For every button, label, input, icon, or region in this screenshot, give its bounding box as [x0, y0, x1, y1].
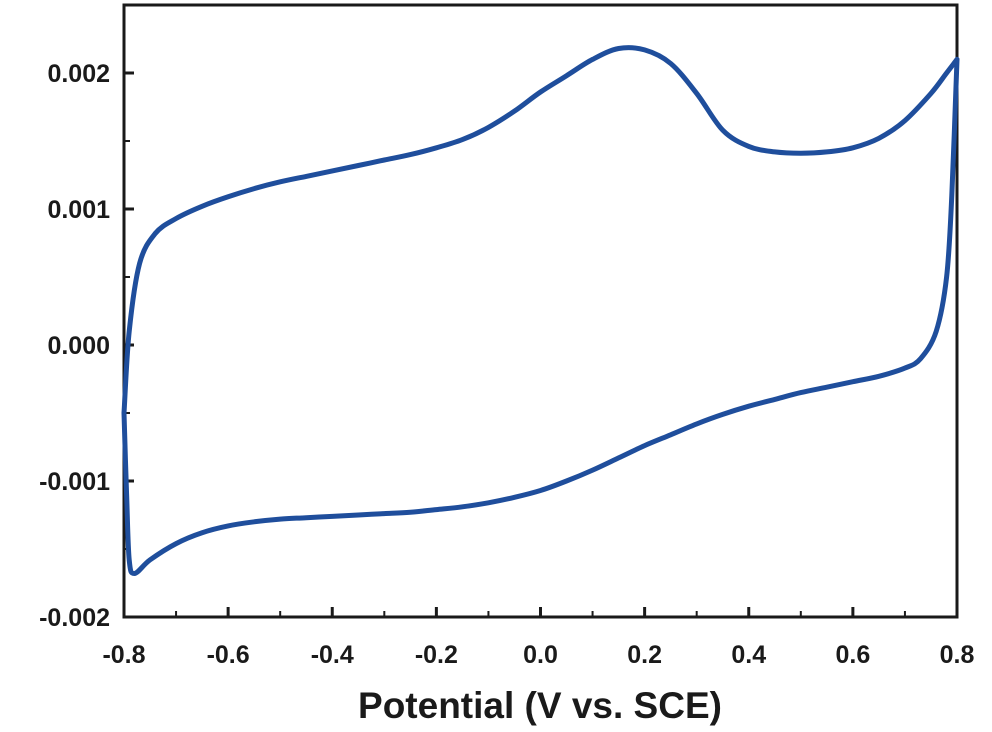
x-axis-title: Potential (V vs. SCE) [358, 685, 722, 726]
y-tick-label: -0.001 [39, 468, 110, 496]
cv-curve-anodic-upper [121, 45, 960, 416]
y-tick-label: 0.002 [47, 60, 110, 88]
x-tick-label: 0.4 [731, 641, 766, 669]
x-tick-label: -0.8 [102, 641, 145, 669]
y-tick-label: 0.000 [47, 332, 110, 360]
x-tick-label: -0.4 [311, 641, 354, 669]
x-tick-label: -0.2 [415, 641, 458, 669]
x-axis-ticks: -0.8 -0.6 -0.4 -0.2 0.0 0.2 0.4 0.6 0.8 [102, 607, 974, 669]
plot-frame [122, 3, 959, 619]
x-tick-label: 0.6 [835, 641, 870, 669]
y-tick-label: -0.002 [39, 604, 110, 632]
y-axis-ticks: 0.002 0.001 0.000 -0.001 -0.002 [39, 60, 134, 632]
x-tick-label: -0.6 [207, 641, 250, 669]
cv-curve-cathodic-lower [121, 56, 960, 576]
x-tick-label: 0.8 [940, 641, 975, 669]
curve-layer [121, 45, 960, 576]
x-tick-label: 0.2 [627, 641, 662, 669]
x-tick-label: 0.0 [523, 641, 558, 669]
y-tick-label: 0.001 [47, 196, 110, 224]
